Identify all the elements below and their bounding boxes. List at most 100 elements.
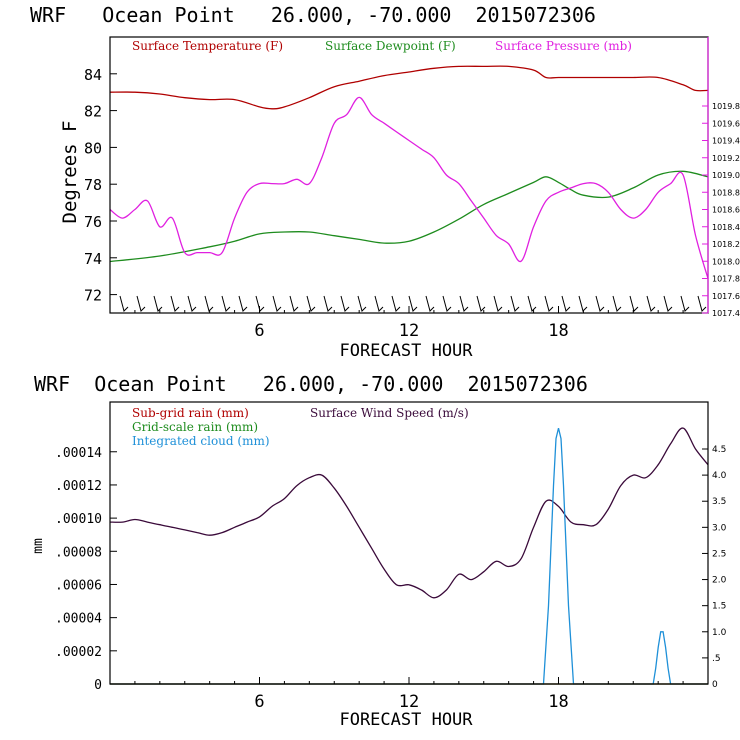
chart1-y-tick-label: 74 <box>84 250 102 268</box>
chart1-y2-tick-label: 1019.6 <box>712 119 740 128</box>
chart2-y-tick-label: .00008 <box>55 545 102 560</box>
chart2-y-tick-label: .00004 <box>55 612 102 627</box>
wind-barb <box>187 295 197 312</box>
wind-barb <box>374 295 384 312</box>
wind-barb <box>544 295 554 312</box>
chart2-title: WRF Ocean Point 26.000, -70.000 20150723… <box>34 372 588 396</box>
wind-barb <box>425 295 435 312</box>
chart1-y2-tick-label: 1017.6 <box>712 292 740 301</box>
chart1-y2-tick-label: 1019.8 <box>712 102 740 111</box>
wind-barb <box>442 295 452 312</box>
chart1-y2-tick-label: 1018.2 <box>712 240 740 249</box>
chart2-y-tick-label: .00012 <box>55 479 102 494</box>
chart2-y2-tick-label: 3.0 <box>712 523 727 533</box>
wind-barb <box>204 295 214 312</box>
chart1-xlabel: FORECAST HOUR <box>339 341 473 361</box>
chart2-x-tick-label: 12 <box>399 692 419 712</box>
chart1-y-tick-label: 72 <box>84 287 102 305</box>
chart1-y-tick-label: 82 <box>84 103 102 121</box>
chart1-y2-tick-label: 1018.8 <box>712 188 740 197</box>
temperature-line <box>109 65 709 110</box>
wind-barb <box>646 295 656 312</box>
chart2-y-tick-label: 0 <box>94 678 102 693</box>
chart1-y2-tick-label: 1018.6 <box>712 206 740 215</box>
chart1-plot-frame <box>109 36 709 314</box>
chart2-y2-tick-label: 2.5 <box>712 549 726 559</box>
wind-barb <box>340 295 350 312</box>
wind-barb <box>119 295 129 312</box>
chart1-y-tick-label: 78 <box>84 176 102 194</box>
wind-barb <box>408 295 418 312</box>
chart2-y2-tick-label: 0 <box>712 680 718 690</box>
chart2-y2-tick-label: .5 <box>712 654 721 664</box>
chart1-x-tick-label: 18 <box>548 321 568 341</box>
chart2-y2-tick-label: 1.0 <box>712 628 727 638</box>
chart1-y-tick-label: 84 <box>84 66 102 84</box>
wind-speed-line <box>109 427 709 599</box>
wind-barb <box>289 295 299 312</box>
wind-barb <box>323 295 333 312</box>
chart1-y2-tick-label: 1019.4 <box>712 137 740 146</box>
wind-barb <box>578 295 588 312</box>
legend-subgrid-rain: Sub-grid rain (mm) <box>132 406 249 420</box>
wind-barb <box>629 295 639 312</box>
chart2-y2-tick-label: 1.5 <box>712 602 726 612</box>
chart2-xlabel: FORECAST HOUR <box>339 710 473 730</box>
chart2-x-tick-label: 18 <box>548 692 568 712</box>
wind-barb <box>357 295 367 312</box>
wind-barb <box>306 295 316 312</box>
wind-barb <box>391 295 401 312</box>
chart2-y-tick-label: .00006 <box>55 578 102 593</box>
wind-barb <box>612 295 622 312</box>
wind-barb <box>697 295 707 312</box>
chart1-y2-tick-label: 1018.4 <box>712 223 740 232</box>
wind-barb <box>595 295 605 312</box>
chart2-y2-tick-label: 4.0 <box>712 471 727 481</box>
wind-barb <box>561 295 571 312</box>
chart1-y-tick-label: 76 <box>84 213 102 231</box>
wind-barb <box>238 295 248 312</box>
chart2-y-tick-label: .00010 <box>55 512 102 527</box>
chart1-y-tick-label: 80 <box>84 139 102 157</box>
wind-barb <box>663 295 673 312</box>
wind-barb <box>527 295 537 312</box>
chart1-y2-tick-label: 1019.0 <box>712 171 740 180</box>
chart1-x-tick-label: 12 <box>399 321 419 341</box>
chart1-y2-tick-label: 1019.2 <box>712 154 740 163</box>
wind-barb <box>153 295 163 312</box>
chart2-y-tick-label: .00002 <box>55 645 102 660</box>
wind-barbs <box>119 295 707 312</box>
integrated-cloud-line <box>110 427 708 685</box>
legend-gridscale-rain: Grid-scale rain (mm) <box>132 420 258 434</box>
legend-integrated-cloud: Integrated cloud (mm) <box>132 434 270 448</box>
wind-barb <box>510 295 520 312</box>
chart2-ylabel: mm <box>31 538 46 554</box>
temperature-chart: WRF Ocean Point 26.000, -70.000 20150723… <box>30 3 740 361</box>
wind-barb <box>680 295 690 312</box>
chart1-ylabel: Degrees F <box>59 121 81 224</box>
legend-pressure: Surface Pressure (mb) <box>495 39 632 53</box>
chart1-title: WRF Ocean Point 26.000, -70.000 20150723… <box>30 3 596 27</box>
chart2-y2-tick-label: 2.0 <box>712 576 727 586</box>
chart2-y2-tick-label: 4.5 <box>712 445 726 455</box>
chart2-x-tick-label: 6 <box>254 692 264 712</box>
pressure-line <box>109 96 709 279</box>
chart1-y2-tick-label: 1017.4 <box>712 309 740 318</box>
chart1-y2-tick-label: 1018.0 <box>712 257 740 266</box>
wind-barb <box>136 295 146 312</box>
legend-wind-speed: Surface Wind Speed (m/s) <box>310 406 469 420</box>
legend-dewpoint: Surface Dewpoint (F) <box>325 39 456 53</box>
wind-barb <box>459 295 469 312</box>
wind-barb <box>476 295 486 312</box>
legend-temperature: Surface Temperature (F) <box>132 39 283 53</box>
dewpoint-line <box>109 170 709 263</box>
chart1-y2-tick-label: 1017.8 <box>712 275 740 284</box>
chart2-y-tick-label: .00014 <box>55 446 102 461</box>
wind-barb <box>221 295 231 312</box>
wind-barb <box>493 295 503 312</box>
chart1-x-tick-label: 6 <box>254 321 264 341</box>
rain-wind-chart: WRF Ocean Point 26.000, -70.000 20150723… <box>31 372 727 730</box>
wind-barb <box>170 295 180 312</box>
chart2-y2-tick-label: 3.5 <box>712 497 726 507</box>
wind-barb <box>272 295 282 312</box>
